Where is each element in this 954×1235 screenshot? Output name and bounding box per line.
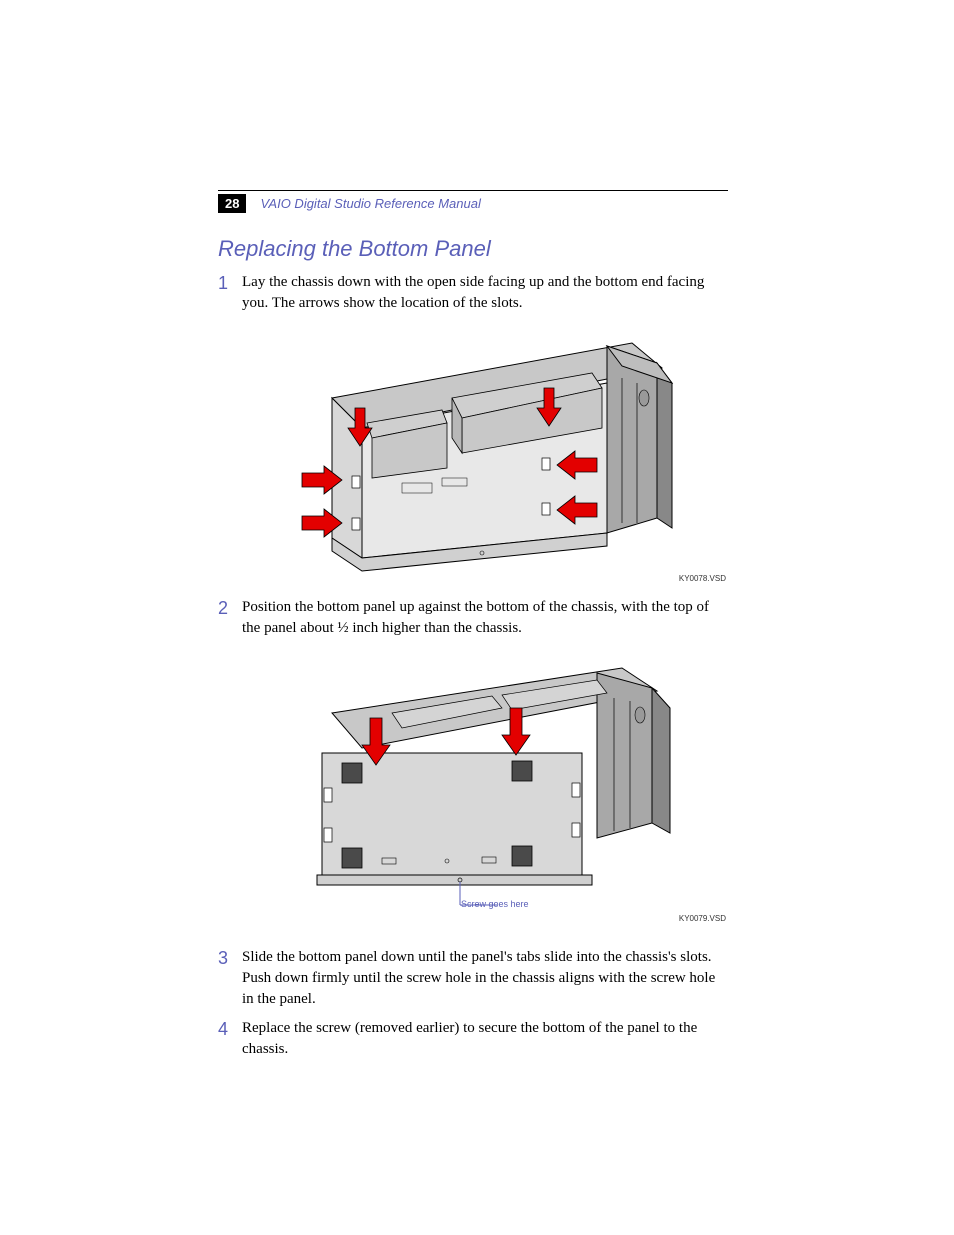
step-number: 2 [218,597,242,639]
step-number: 3 [218,947,242,1010]
figure-2: Screw goes here KY0079.VSD [218,653,726,933]
chassis-open-diagram [262,328,682,583]
chassis-panel-diagram [262,653,682,933]
step-3: 3 Slide the bottom panel down until the … [218,947,726,1010]
step-4: 4 Replace the screw (removed earlier) to… [218,1018,726,1060]
step-text: Slide the bottom panel down until the pa… [242,947,726,1010]
step-number: 1 [218,272,242,314]
section-title: Replacing the Bottom Panel [218,236,726,262]
step-text: Position the bottom panel up against the… [242,597,726,639]
step-1: 1 Lay the chassis down with the open sid… [218,272,726,314]
step-text: Replace the screw (removed earlier) to s… [242,1018,726,1060]
figure-2-label: KY0079.VSD [679,914,726,923]
page-content: Replacing the Bottom Panel 1 Lay the cha… [218,192,726,1068]
screw-note: Screw goes here [461,899,529,909]
figure-1-label: KY0078.VSD [679,574,726,583]
figure-1: KY0078.VSD [218,328,726,583]
step-text: Lay the chassis down with the open side … [242,272,726,314]
step-number: 4 [218,1018,242,1060]
header-rule [218,190,728,191]
step-2: 2 Position the bottom panel up against t… [218,597,726,639]
